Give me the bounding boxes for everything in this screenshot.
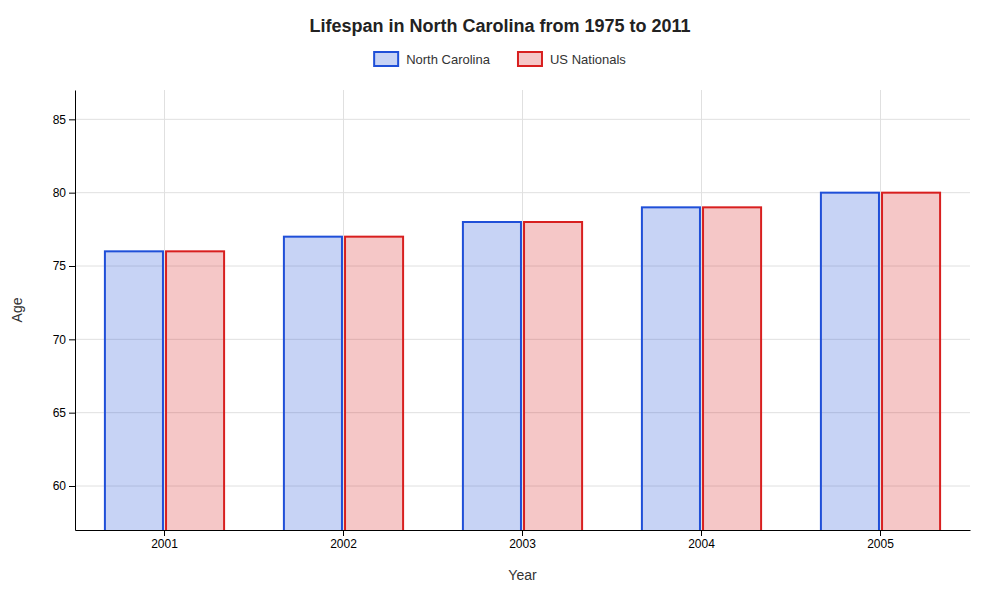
chart: 2001 2002 2003 2004 2005 60 65 70 75 80 85 Year Age L… [0, 0, 1000, 600]
x-tick-mark [701, 530, 702, 536]
x-tick-label: 2004 [688, 537, 715, 551]
y-tick: 70 [53, 333, 75, 347]
x-tick: 2002 [330, 530, 357, 551]
chart-title: Lifespan in North Carolina from 1975 to … [309, 16, 690, 36]
x-axis-title: Year [508, 567, 537, 583]
x-tick-mark [522, 530, 523, 536]
x-tick: 2003 [509, 530, 536, 551]
y-tick: 80 [53, 186, 75, 200]
y-tick: 75 [53, 259, 75, 273]
x-tick: 2001 [151, 530, 178, 551]
y-tick-mark [69, 339, 75, 340]
bar [703, 207, 761, 530]
x-grid-line [343, 90, 344, 530]
x-tick-mark [880, 530, 881, 536]
x-tick-mark [343, 530, 344, 536]
y-tick-label: 75 [53, 259, 67, 273]
x-tick-label: 2002 [330, 537, 357, 551]
y-tick-label: 85 [53, 113, 67, 127]
bar [821, 193, 879, 530]
y-tick-mark [69, 266, 75, 267]
y-tick-mark [69, 486, 75, 487]
bar [284, 237, 342, 530]
legend-swatch [518, 52, 542, 66]
y-axis-title: Age [9, 297, 25, 322]
bar-series [166, 193, 940, 530]
legend-label: US Nationals [550, 52, 626, 67]
bar [463, 222, 521, 530]
y-tick: 65 [53, 406, 75, 420]
y-tick: 60 [53, 479, 75, 493]
plot-area: 2001 2002 2003 2004 2005 60 65 70 75 80 85 [53, 90, 971, 600]
x-tick-label: 2003 [509, 537, 536, 551]
x-grid-line [164, 90, 165, 530]
y-tick-label: 70 [53, 333, 67, 347]
y-axis: 60 65 70 75 80 85 [53, 91, 76, 531]
x-grid-line [522, 90, 523, 530]
bar [524, 222, 582, 530]
y-tick-label: 60 [53, 479, 67, 493]
y-tick-mark [69, 193, 75, 194]
legend: North Carolina US Nationals [374, 52, 626, 67]
legend-item: North Carolina [374, 52, 491, 67]
bar [882, 193, 940, 530]
y-tick: 85 [53, 113, 75, 127]
x-grid-line [701, 90, 702, 530]
bars [105, 193, 940, 530]
legend-label: North Carolina [406, 52, 491, 67]
y-axis-line [75, 91, 76, 531]
bar-series [105, 193, 879, 530]
x-axis: 2001 2002 2003 2004 2005 [76, 530, 971, 551]
bar [642, 207, 700, 530]
bar [105, 251, 163, 530]
y-tick-label: 80 [53, 186, 67, 200]
y-tick-mark [69, 413, 75, 414]
legend-swatch [374, 52, 398, 66]
bar [166, 251, 224, 530]
x-grid-line [880, 90, 881, 530]
x-tick-mark [164, 530, 165, 536]
x-tick: 2005 [867, 530, 894, 551]
bar [345, 237, 403, 530]
y-tick-mark [69, 119, 75, 120]
x-tick: 2004 [688, 530, 715, 551]
legend-item: US Nationals [518, 52, 626, 67]
x-tick-label: 2001 [151, 537, 178, 551]
y-tick-label: 65 [53, 406, 67, 420]
x-tick-label: 2005 [867, 537, 894, 551]
